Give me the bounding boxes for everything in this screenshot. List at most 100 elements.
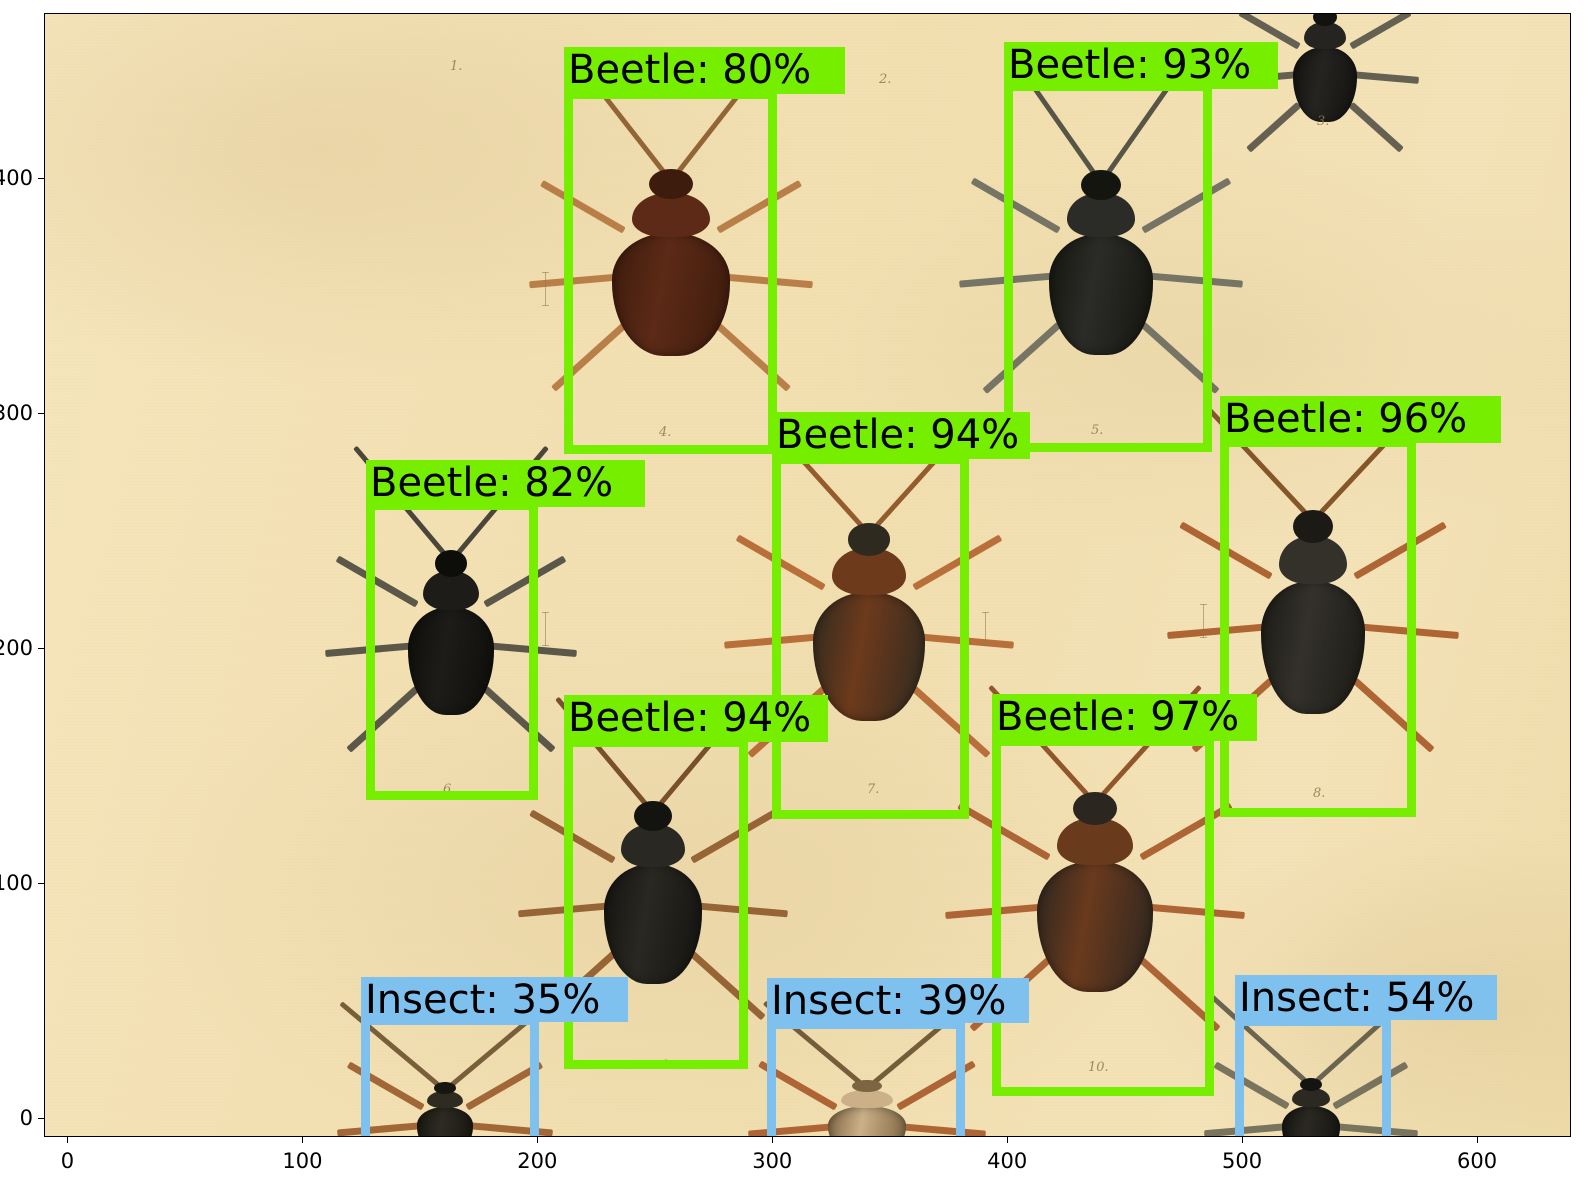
plate-number: 8. [1313,786,1326,801]
beetle-thorax [620,824,686,868]
y-tick-label: 100 [0,871,33,896]
plate-number: 7. [867,782,880,797]
detection-box-insect-35[interactable] [361,1016,539,1136]
detection-label: Beetle: 94% [772,412,1030,459]
y-tick-mark [38,412,44,414]
detection-box-beetle-93[interactable] [1004,82,1212,452]
leg [1348,102,1404,153]
detection-label: Insect: 39% [767,978,1029,1023]
beetle-illustration [281,445,621,814]
beetle-thorax [632,192,710,237]
beetle-head [1081,169,1121,201]
beetle-illustration [1141,939,1481,1136]
detection-box-beetle-80[interactable] [564,90,777,454]
detection-box-beetle-82[interactable] [366,501,538,800]
beetle-thorax [422,571,480,610]
beetle-elytra [1037,861,1153,993]
detection-label: Beetle: 82% [366,460,645,507]
beetle-head [852,1079,882,1093]
plate-number: 3. [1317,114,1330,129]
plot-axes: 1. 2. 3. 4. 5. 6. 7. 8. 9. 10. Beetle: 80% Beetle:… [44,13,1571,1137]
beetle-elytra [1282,1105,1340,1136]
beetle-elytra [828,1106,906,1136]
beetle-elytra [417,1107,473,1136]
y-tick-mark [38,177,44,179]
y-tick-label: 400 [0,165,33,190]
y-tick-label: 300 [0,400,33,425]
y-tick-mark [38,647,44,649]
x-tick-label: 0 [60,1149,75,1173]
detection-label: Insect: 35% [361,977,628,1022]
beetle-head [434,1082,456,1094]
beetle-head [434,550,468,577]
detection-box-beetle-94[interactable] [564,738,748,1069]
beetle-head [847,523,891,556]
plate-number: 2. [879,72,892,87]
beetle-illustration [697,939,1037,1136]
beetle-head [1293,509,1333,544]
beetle-thorax [841,1089,893,1108]
detection-box-beetle-97[interactable] [992,737,1214,1096]
beetle-thorax [1278,535,1348,585]
detection-label: Insect: 54% [1235,975,1497,1020]
detection-label: Beetle: 97% [992,694,1257,741]
x-tick-mark [772,1137,774,1143]
beetle-head [1299,1077,1322,1091]
scale-bar-mark [982,612,989,646]
detection-label: Beetle: 93% [1004,42,1278,89]
scale-bar-mark [542,272,549,306]
x-tick-mark [302,1137,304,1143]
beetle-illustration [1155,14,1495,246]
detection-label: Beetle: 80% [564,47,845,94]
beetle-elytra [612,233,730,356]
x-tick-label: 400 [987,1149,1028,1173]
leg [1246,102,1302,153]
detection-label: Beetle: 96% [1220,396,1501,443]
y-tick-mark [38,1118,44,1120]
y-tick-label: 200 [0,635,33,660]
beetle-thorax [1056,817,1134,865]
scale-bar-mark [542,612,549,646]
beetle-illustration [483,696,823,1074]
beetle-head [1312,14,1338,27]
detection-box-beetle-94[interactable] [772,455,969,819]
y-tick-label: 0 [19,1106,33,1131]
scale-bar-mark [1200,604,1207,638]
beetle-illustration [699,421,1039,804]
beetle-elytra [1261,580,1365,715]
beetle-head [648,168,694,200]
beetle-illustration [1143,402,1483,794]
plate-number: 4. [659,425,672,440]
beetle-illustration [275,939,615,1136]
x-tick-label: 200 [517,1149,558,1173]
plate-number: 1. [450,59,463,74]
beetle-thorax [832,548,906,596]
beetle-elytra [1049,233,1153,355]
x-tick-mark [1007,1137,1009,1143]
beetle-thorax [1066,193,1136,238]
y-tick-mark [38,883,44,885]
detection-box-beetle-96[interactable] [1220,438,1416,817]
x-tick-label: 100 [282,1149,323,1173]
scale-bar-mark [1204,1134,1211,1136]
x-tick-mark [67,1137,69,1143]
beetle-illustration [501,53,841,444]
beetle-elytra [604,864,702,984]
beetle-head [634,801,672,831]
detection-label: Beetle: 94% [564,695,828,742]
x-tick-mark [537,1137,539,1143]
beetle-thorax [1291,1087,1331,1108]
beetle-elytra [813,591,925,722]
leg [1350,71,1419,85]
x-tick-label: 500 [1222,1149,1263,1173]
x-tick-mark [1477,1137,1479,1143]
x-tick-label: 600 [1456,1149,1498,1173]
beetle-illustration [925,684,1265,1074]
plate-number: 10. [1088,1060,1109,1075]
beetle-illustration [931,49,1271,444]
detection-box-insect-54[interactable] [1235,1017,1391,1136]
detection-box-insect-39[interactable] [767,1020,965,1136]
beetle-elytra [408,607,494,715]
beetle-thorax [1303,22,1347,50]
beetle-elytra [1293,47,1357,123]
